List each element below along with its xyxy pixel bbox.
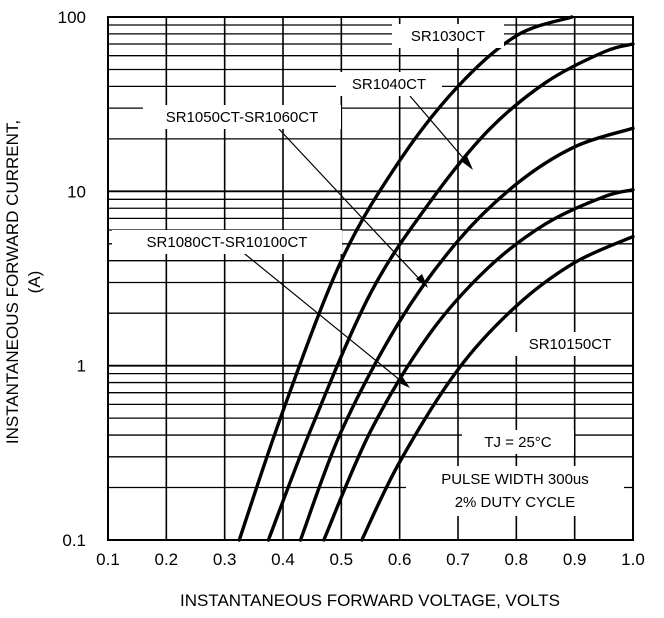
duty-cycle-label: 2% DUTY CYCLE — [455, 494, 576, 511]
annotations: SR1030CT SR1040CT SR1050CT-SR1060CT SR10… — [112, 24, 628, 516]
y-tick-label: 100 — [58, 8, 86, 27]
pulse-width-label: PULSE WIDTH 300us — [441, 471, 589, 488]
y-tick-label: 0.1 — [62, 531, 86, 550]
x-tick-label: 0.3 — [213, 550, 237, 569]
arrow-sr1050ct — [277, 127, 428, 288]
label-sr1030ct: SR1030CT — [411, 28, 485, 45]
curve-sr1030ct — [237, 15, 574, 542]
y-tick-label: 1 — [77, 357, 86, 376]
curve-sr1080ct-sr10100ct — [322, 188, 635, 542]
label-box-sr10150ct — [512, 332, 628, 356]
x-tick-label: 0.7 — [446, 550, 470, 569]
arrow-sr1080ct — [239, 249, 410, 388]
y-axis-title-line1: INSTANTANEOUS FORWARD CURRENT, — [3, 120, 22, 444]
x-tick-label: 0.1 — [96, 550, 120, 569]
curve-sr1040ct — [266, 42, 635, 542]
label-sr1050ct: SR1050CT-SR1060CT — [166, 109, 319, 126]
tj-label: TJ = 25°C — [484, 434, 551, 451]
x-tick-label: 0.8 — [505, 550, 529, 569]
label-box-sr1030ct — [392, 24, 504, 48]
plot-area-frame — [107, 16, 634, 541]
x-tick-label: 0.4 — [271, 550, 295, 569]
tj-box — [462, 430, 574, 454]
y-tick-label: 10 — [67, 182, 86, 201]
curves — [237, 15, 635, 542]
label-sr10150ct: SR10150CT — [529, 336, 612, 353]
label-box-sr1080ct — [112, 230, 342, 254]
label-sr1040ct: SR1040CT — [352, 76, 426, 93]
x-tick-label: 0.9 — [563, 550, 587, 569]
label-box-sr1050ct — [143, 105, 341, 129]
x-tick-label: 0.2 — [155, 550, 179, 569]
curve-sr1050ct-sr1060ct — [298, 126, 635, 542]
x-tick-label: 0.6 — [388, 550, 412, 569]
y-axis-title-line2: (A) — [25, 271, 44, 294]
x-tick-label: 1.0 — [621, 550, 645, 569]
tick-labels: 0.1 0.2 0.3 0.4 0.5 0.6 0.7 0.8 0.9 1.0 100 10 1 0.1 — [58, 8, 645, 569]
arrow-sr1040ct — [409, 95, 473, 170]
label-sr1080ct: SR1080CT-SR10100CT — [147, 234, 308, 251]
curve-sr10150ct — [360, 234, 635, 542]
pulse-box — [406, 466, 624, 516]
label-box-sr1040ct — [336, 72, 442, 96]
x-axis-title: INSTANTANEOUS FORWARD VOLTAGE, VOLTS — [180, 591, 560, 610]
x-tick-label: 0.5 — [330, 550, 354, 569]
y-axis-title: INSTANTANEOUS FORWARD CURRENT, (A) — [3, 120, 44, 444]
